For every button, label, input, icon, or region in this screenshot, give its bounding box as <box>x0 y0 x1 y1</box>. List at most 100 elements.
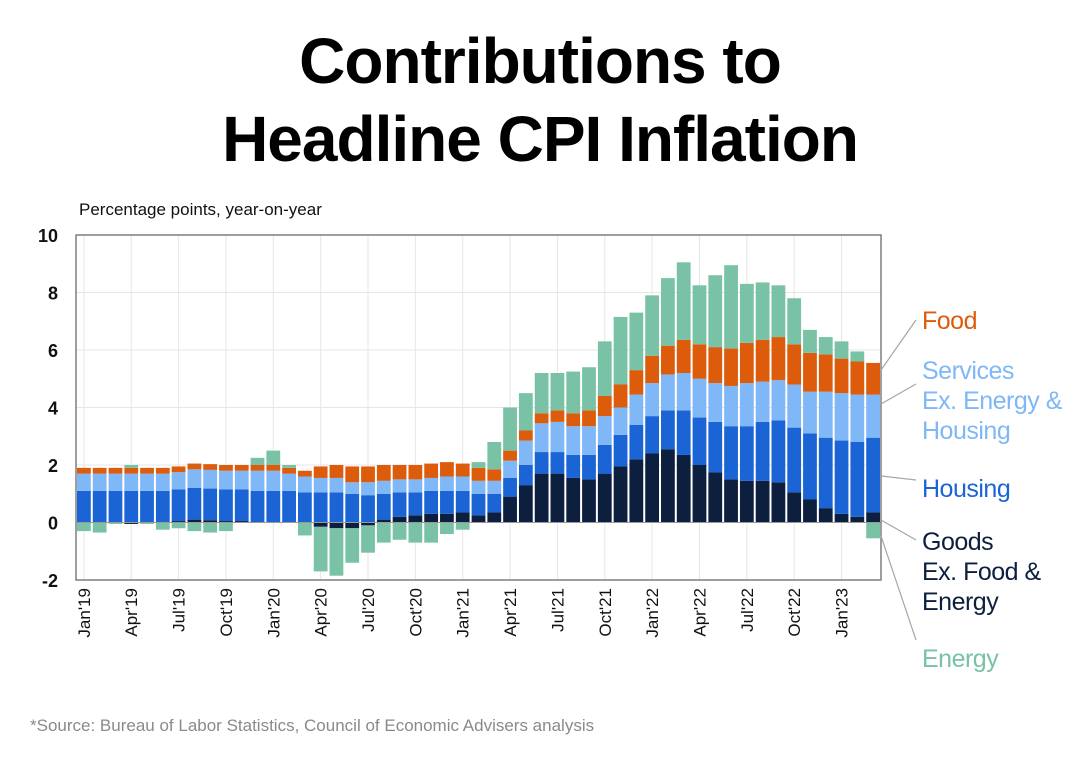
bar-segment <box>676 373 691 411</box>
bar-segment <box>455 522 470 530</box>
bar-segment <box>408 479 423 493</box>
bar-segment <box>297 470 312 477</box>
bar-segment <box>424 490 439 514</box>
bar-segment <box>550 473 565 523</box>
bar-segment <box>140 467 154 474</box>
bar-segment <box>345 528 360 563</box>
bar-segment <box>408 515 423 523</box>
bar-segment <box>440 476 454 491</box>
y-tick-label: 0 <box>48 514 58 534</box>
bar-segment <box>187 469 202 488</box>
bar-segment <box>803 352 817 392</box>
bar-segment <box>755 282 770 340</box>
bar-segment <box>787 492 802 523</box>
bar-segment <box>582 367 596 411</box>
x-tick-label: Jan'20 <box>264 588 283 638</box>
bar-segment <box>250 457 265 465</box>
bar-segment <box>645 295 660 356</box>
bar-segment <box>708 275 723 348</box>
bar-segment <box>803 499 817 523</box>
bar-segment <box>219 470 233 490</box>
y-tick-label: 6 <box>48 341 58 361</box>
bar-segment <box>392 492 407 517</box>
source-note: *Source: Bureau of Labor Statistics, Cou… <box>30 716 595 735</box>
bar-segment <box>471 515 486 523</box>
bar-segment <box>755 339 770 382</box>
bar-segment <box>645 416 660 454</box>
bar-segment <box>250 490 265 523</box>
bar-segment <box>345 482 360 494</box>
x-tick-label: Jul'20 <box>359 588 378 632</box>
bar-segment <box>440 513 454 523</box>
bar-segment <box>77 490 91 523</box>
bar-segment <box>361 495 375 523</box>
bar-segment <box>487 480 502 494</box>
bar-segment <box>692 378 707 418</box>
bar-segment <box>645 453 660 523</box>
bar-segment <box>518 430 533 441</box>
bar-segment <box>234 489 249 522</box>
bar-segment <box>234 470 249 490</box>
bar-segment <box>329 528 344 576</box>
bar-segment <box>124 467 139 474</box>
x-tick-label: Oct'19 <box>217 588 236 637</box>
x-tick-label: Jan'21 <box>454 588 473 638</box>
bar-segment <box>219 489 233 522</box>
bar-segment <box>676 262 691 340</box>
x-tick-label: Apr'22 <box>690 588 709 637</box>
bar-segment <box>440 522 454 534</box>
bar-segment <box>361 522 375 526</box>
bar-segment <box>534 423 549 453</box>
bar-segment <box>266 465 281 471</box>
bar-segment <box>487 512 502 523</box>
bar-segment <box>708 421 723 473</box>
x-tick-label: Jul'22 <box>738 588 757 632</box>
bar-segment <box>818 508 833 523</box>
bar-segment <box>108 467 123 474</box>
bar-segment <box>566 413 581 427</box>
bar-segment <box>471 467 486 481</box>
bar-segment <box>676 454 691 523</box>
bar-segment <box>613 466 628 523</box>
bar-segment <box>818 337 833 355</box>
bar-segment <box>739 480 754 523</box>
legend-label: Housing <box>922 474 1011 504</box>
bar-segment <box>219 521 233 523</box>
bar-segment <box>187 463 202 470</box>
bar-segment <box>866 437 880 513</box>
bar-segment <box>661 374 675 411</box>
bar-segment <box>282 467 296 474</box>
bar-segment <box>329 477 344 493</box>
bar-segment <box>629 312 644 371</box>
bar-segment <box>518 393 533 431</box>
legend-leader-line <box>880 535 917 641</box>
bar-segment <box>866 362 880 395</box>
bar-segment <box>708 383 723 422</box>
bar-segment <box>313 477 328 493</box>
bar-segment <box>692 417 707 465</box>
legend-label-line: Housing <box>922 475 1011 503</box>
bar-segment <box>534 373 549 414</box>
x-tick-label: Jan'19 <box>75 588 94 638</box>
bar-segment <box>503 496 517 523</box>
bar-segment <box>771 285 786 338</box>
bar-segment <box>834 440 849 514</box>
bar-segment <box>787 298 802 345</box>
legend-leader-line <box>880 383 917 405</box>
bar-segment <box>408 492 423 516</box>
bar-segment <box>487 469 502 481</box>
bar-segment <box>787 427 802 493</box>
bar-segment <box>250 465 265 471</box>
bar-segment <box>250 470 265 491</box>
bar-segment <box>771 482 786 523</box>
bar-segment <box>455 490 470 513</box>
bar-segment <box>629 424 644 460</box>
legend-label-line: Housing <box>922 417 1011 445</box>
bar-segment <box>503 407 517 451</box>
title-line-2: Headline CPI Inflation <box>222 103 859 175</box>
chart-title: Contributions to Headline CPI Inflation <box>0 22 1080 178</box>
bar-segment <box>471 462 486 468</box>
bar-segment <box>392 479 407 493</box>
bar-segment <box>850 394 865 442</box>
